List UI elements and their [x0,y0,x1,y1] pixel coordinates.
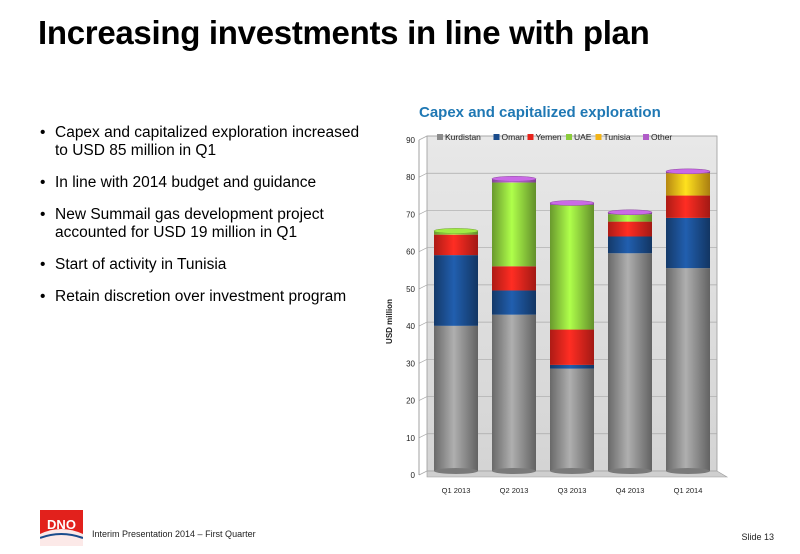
legend-swatch [527,134,534,140]
bullet-item: Retain discretion over investment progra… [38,288,368,306]
legend-swatch [566,134,572,140]
bar-segment [492,314,536,471]
bar-segment [666,217,710,269]
y-tick-label: 50 [406,285,415,294]
bar-segment [492,182,536,267]
bar-segment [666,268,710,471]
bar-segment [550,204,594,330]
bar-segment [608,221,652,237]
y-tick-label: 80 [406,173,415,182]
y-axis-label: USD million [385,299,394,344]
gridline-side [418,135,428,141]
bar-segment [550,329,594,365]
presentation-name: Interim Presentation 2014 – First Quarte… [92,529,256,539]
bar-segment [434,255,478,326]
y-tick-label: 90 [406,136,415,145]
bar-segment [492,266,536,291]
legend-swatch [643,134,649,140]
y-tick-label: 70 [406,210,415,219]
x-tick-label: Q1 2014 [674,486,703,495]
gridline-side [418,172,428,178]
bar-segment [434,325,478,471]
bullet-item: New Summail gas development project acco… [38,206,368,242]
bar-segment [550,368,594,471]
bar-segment [666,195,710,218]
bar-segment [608,236,652,254]
x-tick-label: Q3 2013 [558,486,587,495]
bar-segment [608,214,652,222]
x-tick-label: Q1 2013 [442,486,471,495]
legend-label: Oman [502,132,525,142]
legend-label: Tunisia [604,132,631,142]
bar-segment [608,253,652,471]
bullet-item: In line with 2014 budget and guidance [38,174,368,192]
y-tick-label: 40 [406,322,415,331]
slide-title: Increasing investments in line with plan [38,14,650,51]
bar-cap [491,176,537,182]
bar-segment [666,173,710,196]
logo-text: DNO [47,517,76,532]
bullet-list: Capex and capitalized exploration increa… [38,124,368,320]
x-tick-label: Q2 2013 [500,486,529,495]
gridline-side [418,284,428,290]
bar-cap [433,228,479,234]
bullet-item: Start of activity in Tunisia [38,256,368,274]
y-tick-label: 60 [406,248,415,257]
gridline-side [418,210,428,215]
legend-label: Other [651,132,672,142]
bar-base [666,468,710,474]
legend-label: UAE [574,132,592,142]
legend-label: Yemen [536,132,562,142]
gridline-side [418,247,428,252]
legend-swatch [437,134,443,140]
y-tick-label: 0 [411,471,416,480]
gridline-side [418,321,428,327]
y-tick-label: 10 [406,434,415,443]
chart-title: Capex and capitalized exploration [419,104,661,121]
capex-chart: 0 10 20 30 40 50 60 70 80 90 USD million Kurdistan O… [385,132,729,495]
bullet-item: Capex and capitalized exploration increa… [38,124,368,160]
x-tick-label: Q4 2013 [616,486,645,495]
bar-base [434,468,478,474]
gridline-side [418,470,428,476]
legend-label: Kurdistan [445,132,481,142]
y-tick-label: 20 [406,397,415,406]
bar-base [608,468,652,474]
bar-segment [434,234,478,256]
bar-base [550,468,594,474]
bar-segment [492,290,536,315]
gridline-side [418,359,428,364]
y-tick-label: 30 [406,359,415,368]
gridline-side [418,433,428,439]
bar-segment [550,364,594,369]
bar-base [492,468,536,474]
bar-cap [607,209,653,216]
legend-swatch [595,134,602,140]
legend-swatch [493,134,500,140]
dno-logo: DNO [40,510,83,546]
bar-cap [549,200,595,206]
gridline-side [418,396,428,401]
slide-number: Slide 13 [741,532,774,542]
bar-cap [665,168,711,175]
